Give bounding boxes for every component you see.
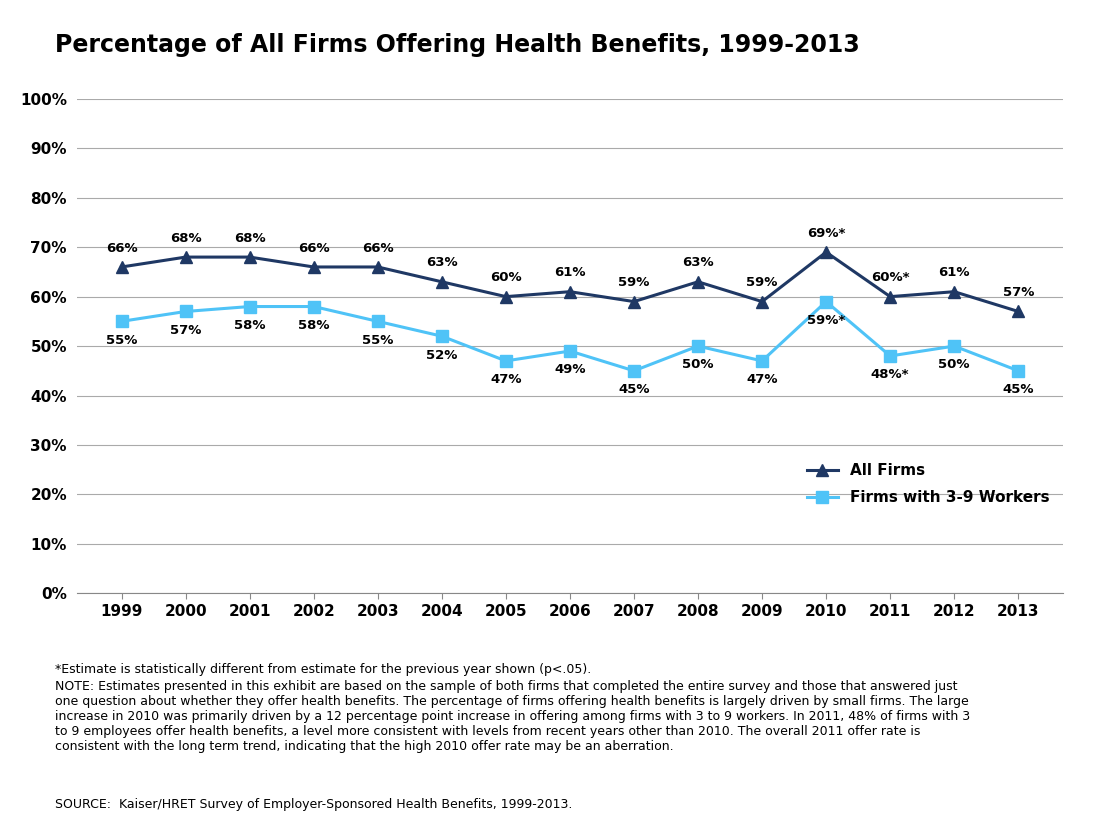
Text: KAISER: KAISER — [969, 735, 1031, 750]
Text: NOTE: Estimates presented in this exhibit are based on the sample of both firms : NOTE: Estimates presented in this exhibi… — [55, 680, 970, 753]
Text: 59%*: 59%* — [807, 314, 845, 327]
Text: 48%*: 48%* — [871, 368, 910, 382]
Text: *Estimate is statistically different from estimate for the previous year shown (: *Estimate is statistically different fro… — [55, 663, 591, 677]
Text: SOURCE:  Kaiser/HRET Survey of Employer-Sponsored Health Benefits, 1999-2013.: SOURCE: Kaiser/HRET Survey of Employer-S… — [55, 798, 572, 811]
Text: 45%: 45% — [618, 383, 650, 396]
Text: 61%: 61% — [938, 266, 970, 279]
Text: Percentage of All Firms Offering Health Benefits, 1999-2013: Percentage of All Firms Offering Health … — [55, 33, 859, 57]
Text: 69%*: 69%* — [807, 227, 845, 240]
Text: 66%: 66% — [298, 241, 330, 255]
Text: 50%: 50% — [938, 358, 970, 372]
Text: 63%: 63% — [426, 256, 458, 269]
Text: 59%: 59% — [746, 276, 778, 289]
Text: 47%: 47% — [746, 373, 778, 386]
Text: 47%: 47% — [490, 373, 522, 386]
Text: FAMILY: FAMILY — [970, 756, 1030, 771]
Text: 63%: 63% — [682, 256, 713, 269]
Text: 66%: 66% — [105, 241, 137, 255]
Text: 58%: 58% — [233, 319, 265, 332]
Text: 60%: 60% — [490, 271, 522, 284]
Text: 57%: 57% — [170, 324, 202, 337]
Text: 50%: 50% — [683, 358, 713, 372]
Text: 60%*: 60%* — [871, 271, 910, 284]
Text: 61%: 61% — [555, 266, 585, 279]
Legend: All Firms, Firms with 3-9 Workers: All Firms, Firms with 3-9 Workers — [801, 457, 1055, 512]
Text: 55%: 55% — [106, 334, 137, 347]
Text: 66%: 66% — [362, 241, 393, 255]
Text: 55%: 55% — [362, 334, 393, 347]
Text: 57%: 57% — [1003, 286, 1034, 299]
Text: 52%: 52% — [426, 349, 457, 362]
Text: 59%: 59% — [618, 276, 650, 289]
Text: FOUNDATION: FOUNDATION — [961, 778, 1039, 788]
Text: 45%: 45% — [1003, 383, 1034, 396]
Text: 58%: 58% — [298, 319, 330, 332]
Text: 68%: 68% — [233, 232, 265, 245]
Text: THE HENRY J.: THE HENRY J. — [971, 717, 1029, 725]
Text: 49%: 49% — [555, 363, 585, 377]
Text: 68%: 68% — [170, 232, 202, 245]
